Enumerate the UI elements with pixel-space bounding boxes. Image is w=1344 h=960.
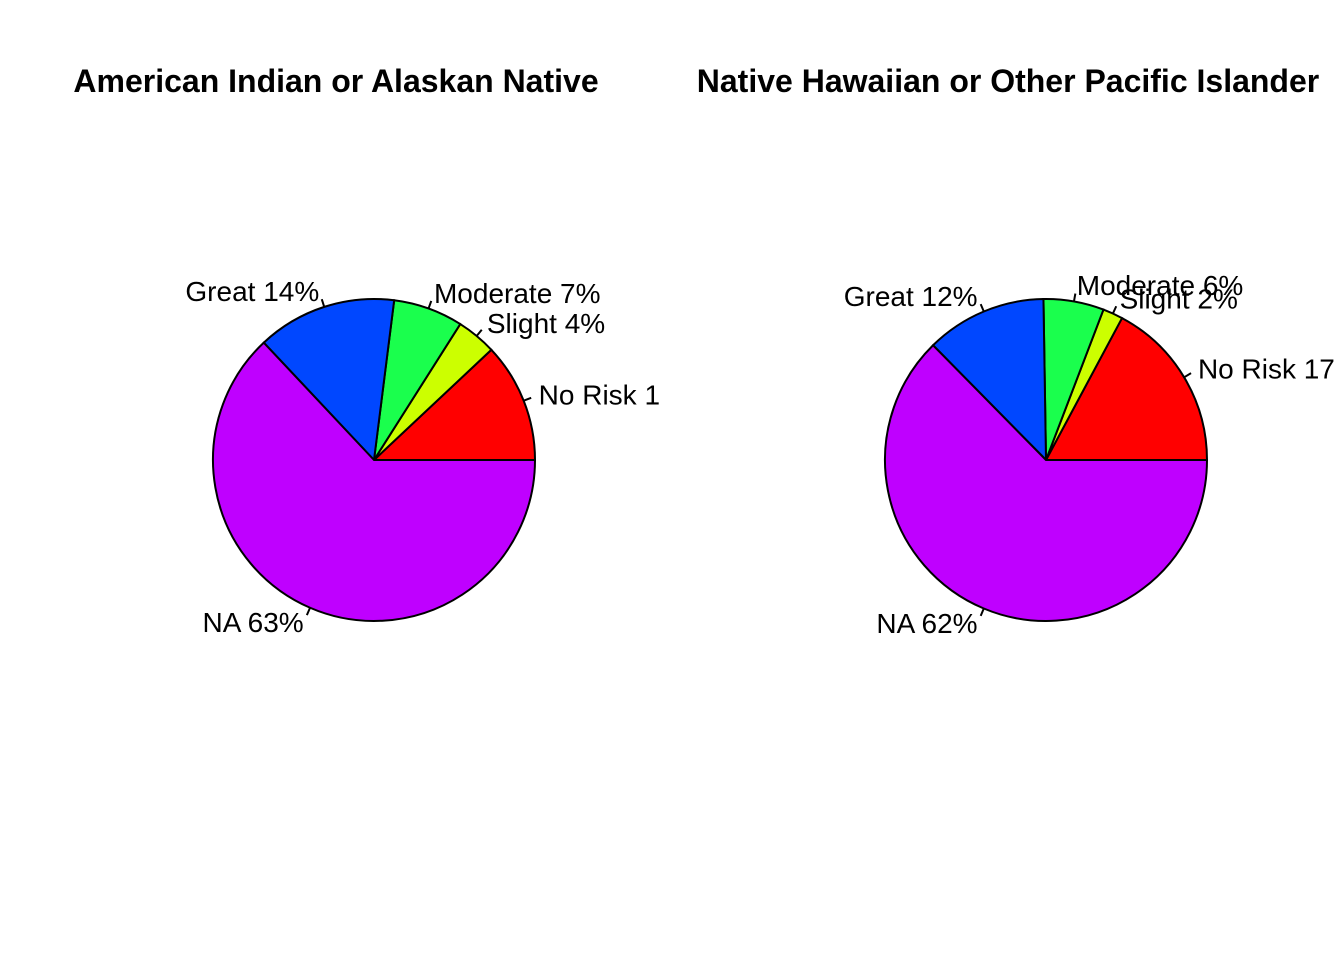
- pie-slices: [884, 298, 1209, 623]
- chart-title: Native Hawaiian or Other Pacific Islande…: [697, 63, 1319, 99]
- slice-label-3: Great 14%: [185, 276, 319, 307]
- label-tick-1: [475, 329, 483, 337]
- label-tick-2: [1072, 293, 1077, 302]
- slice-label-2: Moderate 6%: [1077, 270, 1244, 301]
- chart-title: American Indian or Alaskan Native: [73, 63, 598, 99]
- pie-chart-american-indian: American Indian or Alaskan Native No Ris…: [73, 63, 660, 638]
- label-tick-1: [1111, 305, 1118, 314]
- pie-labels: No Risk 1 Slight 4%Moderate 7% Great 14% NA…: [185, 276, 660, 638]
- pie-chart-native-hawaiian: Native Hawaiian or Other Pacific Islande…: [697, 63, 1335, 639]
- pie-slice-0: [1044, 316, 1209, 461]
- slice-label-1: Slight 4%: [487, 308, 605, 339]
- pie-slice-3: [931, 298, 1048, 463]
- slice-label-4: NA 62%: [876, 608, 977, 639]
- label-tick-4: [305, 607, 311, 616]
- label-tick-4: [979, 608, 985, 617]
- label-tick-2: [427, 300, 433, 309]
- pie-slices: [212, 298, 537, 622]
- pie-labels: No Risk 17 Slight 2%Moderate 6% Great 12% N…: [844, 270, 1335, 639]
- label-tick-3: [320, 298, 326, 308]
- slice-label-0: No Risk 1: [539, 379, 660, 410]
- slice-label-1: Slight 2%: [1120, 283, 1238, 314]
- pie-slice-3: [262, 298, 396, 463]
- slice-label-3: Great 12%: [844, 281, 978, 312]
- label-tick-0: [1183, 372, 1192, 379]
- slice-label-4: NA 63%: [202, 607, 303, 638]
- label-tick-3: [979, 303, 985, 312]
- pie-slice-4: [212, 341, 537, 622]
- slice-label-0: No Risk 17: [1198, 354, 1335, 385]
- label-tick-0: [523, 396, 532, 402]
- slice-label-2: Moderate 7%: [434, 278, 601, 309]
